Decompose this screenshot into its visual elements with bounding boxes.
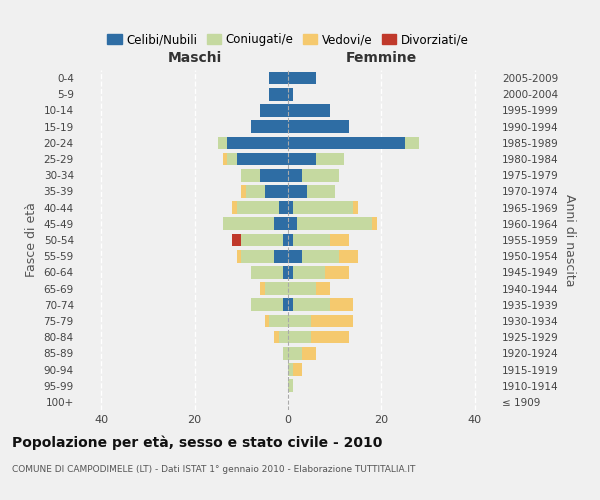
Bar [330,234,349,246]
Bar [293,363,302,376]
Bar [288,282,316,295]
Bar [251,120,288,133]
Bar [316,282,330,295]
Bar [246,185,265,198]
Bar [298,218,372,230]
Bar [288,331,311,344]
Bar [316,152,344,166]
Text: Popolazione per età, sesso e stato civile - 2010: Popolazione per età, sesso e stato civil… [12,435,382,450]
Bar [269,72,288,85]
Bar [241,234,283,246]
Bar [232,234,241,246]
Bar [223,218,274,230]
Bar [236,250,241,262]
Bar [353,202,358,214]
Bar [288,202,293,214]
Bar [372,218,377,230]
Bar [283,266,288,278]
Bar [283,234,288,246]
Bar [340,250,358,262]
Bar [283,347,288,360]
Bar [269,88,288,101]
Bar [278,331,288,344]
Bar [288,250,302,262]
Bar [232,202,236,214]
Bar [288,185,307,198]
Bar [293,202,353,214]
Bar [241,169,260,181]
Bar [288,136,404,149]
Bar [293,234,330,246]
Y-axis label: Anni di nascita: Anni di nascita [563,194,575,286]
Bar [288,120,349,133]
Bar [404,136,419,149]
Bar [278,202,288,214]
Bar [269,314,288,328]
Bar [302,169,340,181]
Bar [241,250,274,262]
Bar [311,331,349,344]
Bar [288,347,302,360]
Bar [260,282,265,295]
Bar [288,152,316,166]
Bar [302,250,340,262]
Bar [288,218,298,230]
Legend: Celibi/Nubili, Coniugati/e, Vedovi/e, Divorziati/e: Celibi/Nubili, Coniugati/e, Vedovi/e, Di… [103,28,473,50]
Bar [260,169,288,181]
Bar [288,380,293,392]
Bar [311,314,353,328]
Bar [293,266,325,278]
Bar [288,234,293,246]
Bar [288,88,293,101]
Bar [251,298,283,311]
Bar [227,136,288,149]
Bar [288,363,293,376]
Bar [307,185,335,198]
Bar [288,298,293,311]
Bar [223,152,227,166]
Bar [236,152,288,166]
Bar [288,72,316,85]
Text: Femmine: Femmine [346,51,417,65]
Bar [241,185,246,198]
Y-axis label: Fasce di età: Fasce di età [25,202,38,278]
Bar [302,347,316,360]
Bar [293,298,330,311]
Bar [218,136,227,149]
Text: COMUNE DI CAMPODIMELE (LT) - Dati ISTAT 1° gennaio 2010 - Elaborazione TUTTITALI: COMUNE DI CAMPODIMELE (LT) - Dati ISTAT … [12,465,415,474]
Bar [265,185,288,198]
Bar [288,169,302,181]
Bar [274,331,278,344]
Bar [227,152,236,166]
Bar [251,266,283,278]
Bar [265,314,269,328]
Bar [330,298,353,311]
Bar [274,250,288,262]
Text: Maschi: Maschi [167,51,222,65]
Bar [265,282,288,295]
Bar [288,314,311,328]
Bar [288,266,293,278]
Bar [283,298,288,311]
Bar [288,104,330,117]
Bar [260,104,288,117]
Bar [274,218,288,230]
Bar [325,266,349,278]
Bar [236,202,278,214]
